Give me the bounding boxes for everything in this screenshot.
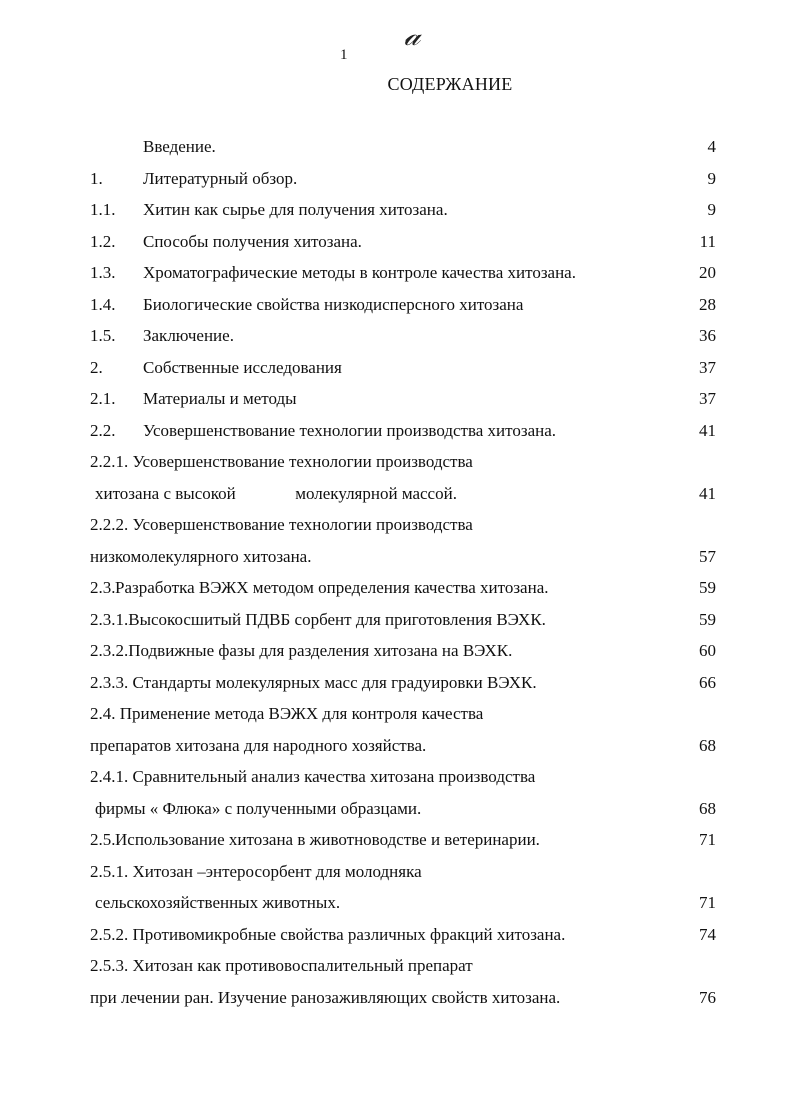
section-title: Хроматографические методы в контроле кач… xyxy=(143,263,576,282)
section-title: фирмы « Флюка» с полученными образцами. xyxy=(95,798,422,818)
section-title: сельскохозяйственных животных. xyxy=(95,893,341,912)
page-ref: 60 xyxy=(699,641,716,660)
section-title: 2.4.1. Сравнительный анализ качества хит… xyxy=(90,767,536,786)
toc-entry: сельскохозяйственных животных. 71 xyxy=(0,892,798,914)
toc-entry: 2. Собственные исследования 37 xyxy=(0,357,798,379)
page-ref: 20 xyxy=(699,263,716,282)
page-ref: 4 xyxy=(707,137,717,156)
section-title: препаратов хитозана для народного хозяйс… xyxy=(90,735,427,755)
section-number: 1. xyxy=(90,168,103,188)
section-number: 2.1. xyxy=(90,389,116,408)
toc-entry: препаратов хитозана для народного хозяйс… xyxy=(0,735,798,757)
toc-entry: 2.2. Усовершенствование технологии произв… xyxy=(0,420,798,442)
section-number: 2. xyxy=(90,357,103,377)
toc-entry: 1.5. Заключение. 36 xyxy=(0,325,798,347)
section-number: 2.2. xyxy=(90,420,116,440)
section-title: низкомолекулярного хитозана. xyxy=(90,546,312,566)
toc-entry: 2.4. Применение метода ВЭЖХ для контроля… xyxy=(0,703,798,725)
page-ref: 68 xyxy=(699,798,716,818)
section-title: 2.4. Применение метода ВЭЖХ для контроля… xyxy=(90,704,484,723)
section-title: 2.2.2. Усовершенствование технологии про… xyxy=(90,515,473,534)
toc-entry: низкомолекулярного хитозана. 57 xyxy=(0,546,798,568)
page-ref: 37 xyxy=(699,389,716,408)
page-ref: 71 xyxy=(699,893,716,912)
page-ref: 57 xyxy=(699,546,716,566)
section-title: Литературный обзор. xyxy=(143,168,298,188)
page-ref: 71 xyxy=(699,830,716,849)
page-ref: 37 xyxy=(699,357,716,377)
section-title: хитозана с высокой молекулярной массой. xyxy=(95,483,457,503)
page-ref: 68 xyxy=(699,735,716,755)
section-title: 2.2.1. Усовершенствование технологии про… xyxy=(90,452,473,471)
toc-entry: Введение. 4 xyxy=(0,136,798,158)
toc-entry: 2.2.1. Усовершенствование технологии про… xyxy=(0,451,798,473)
page-ref: 59 xyxy=(699,578,716,597)
toc-entry: 1. Литературный обзор. 9 xyxy=(0,168,798,190)
section-title: Биологические свойства низкодисперсного … xyxy=(143,294,524,314)
section-title: при лечении ран. Изучение ранозаживляющи… xyxy=(90,987,561,1007)
toc-entry: фирмы « Флюка» с полученными образцами. 6… xyxy=(0,798,798,820)
toc-entry: 1.2. Способы получения хитозана. 11 xyxy=(0,231,798,253)
section-title: 2.5.1. Хитозан –энтеросорбент для молодн… xyxy=(90,861,422,881)
toc-entry: 2.3.2.Подвижные фазы для разделения хито… xyxy=(0,640,798,662)
section-title: Использование хитозана в животноводстве … xyxy=(115,830,540,849)
toc-entry: 2.4.1. Сравнительный анализ качества хит… xyxy=(0,766,798,788)
page-title: СОДЕРЖАНИЕ xyxy=(387,74,513,94)
section-title: Способы получения хитозана. xyxy=(143,231,362,251)
toc-entry: 1.3. Хроматографические методы в контроле… xyxy=(0,262,798,284)
toc-entry: 2.2.2. Усовершенствование технологии про… xyxy=(0,514,798,536)
page-ref: 66 xyxy=(699,672,716,692)
section-title: 2.3.3. Стандарты молекулярных масс для г… xyxy=(90,672,537,692)
toc-entry: хитозана с высокой молекулярной массой. 4… xyxy=(0,483,798,505)
section-title: 2.5.2. Противомикробные свойства различн… xyxy=(90,924,566,944)
page-ref: 74 xyxy=(699,924,716,944)
section-number: 2.3. xyxy=(90,578,116,597)
page-ref: 59 xyxy=(699,609,716,629)
section-number: 1.5. xyxy=(90,326,116,345)
section-title: Разработка ВЭЖХ методом определения каче… xyxy=(115,578,549,597)
section-title: Хитин как сырье для получения хитозана. xyxy=(143,200,448,219)
page-ref: 9 xyxy=(707,200,717,219)
section-title: Материалы и методы xyxy=(143,389,297,408)
toc-entry: 2.1. Материалы и методы 37 xyxy=(0,388,798,410)
toc-entry: 2.5.3. Хитозан как противовоспалительный… xyxy=(0,955,798,977)
toc-entry: при лечении ран. Изучение ранозаживляющи… xyxy=(0,987,798,1009)
toc-entry: 2.5. Использование хитозана в животноводс… xyxy=(0,829,798,851)
page-ref: 76 xyxy=(699,987,716,1007)
section-number: 2.5. xyxy=(90,830,116,849)
toc-entry: 1.1. Хитин как сырье для получения хитоза… xyxy=(0,199,798,221)
toc-entry: 2.3.3. Стандарты молекулярных масс для г… xyxy=(0,672,798,694)
section-number: 1.1. xyxy=(90,200,116,219)
toc-entry: 2.5.1. Хитозан –энтеросорбент для молодн… xyxy=(0,861,798,883)
handwritten-mark: 𝒶 xyxy=(404,18,421,53)
section-title: Собственные исследования xyxy=(143,357,342,377)
section-title: Введение. xyxy=(143,137,216,156)
toc-entry: 1.4. Биологические свойства низкодисперсн… xyxy=(0,294,798,316)
section-title: 2.5.3. Хитозан как противовоспалительный… xyxy=(90,956,473,975)
section-title: 2.3.2.Подвижные фазы для разделения хито… xyxy=(90,641,513,660)
page-ref: 11 xyxy=(699,231,716,251)
section-title: Усовершенствование технологии производст… xyxy=(143,420,557,440)
section-number: 1.2. xyxy=(90,231,116,251)
page-ref: 9 xyxy=(707,168,717,188)
page-ref: 41 xyxy=(699,483,716,503)
page-ref: 36 xyxy=(699,326,716,345)
page-number: 1 xyxy=(340,47,348,63)
toc-entry: 2.3.1.Высокосшитый ПДВБ сорбент для приг… xyxy=(0,609,798,631)
toc-entry: 2.5.2. Противомикробные свойства различн… xyxy=(0,924,798,946)
section-title: 2.3.1.Высокосшитый ПДВБ сорбент для приг… xyxy=(90,609,546,629)
page-ref: 28 xyxy=(699,294,716,314)
page-ref: 41 xyxy=(699,420,716,440)
section-number: 1.3. xyxy=(90,263,116,282)
toc-entry: 2.3. Разработка ВЭЖХ методом определения … xyxy=(0,577,798,599)
section-title: Заключение. xyxy=(143,326,234,345)
section-number: 1.4. xyxy=(90,294,116,314)
